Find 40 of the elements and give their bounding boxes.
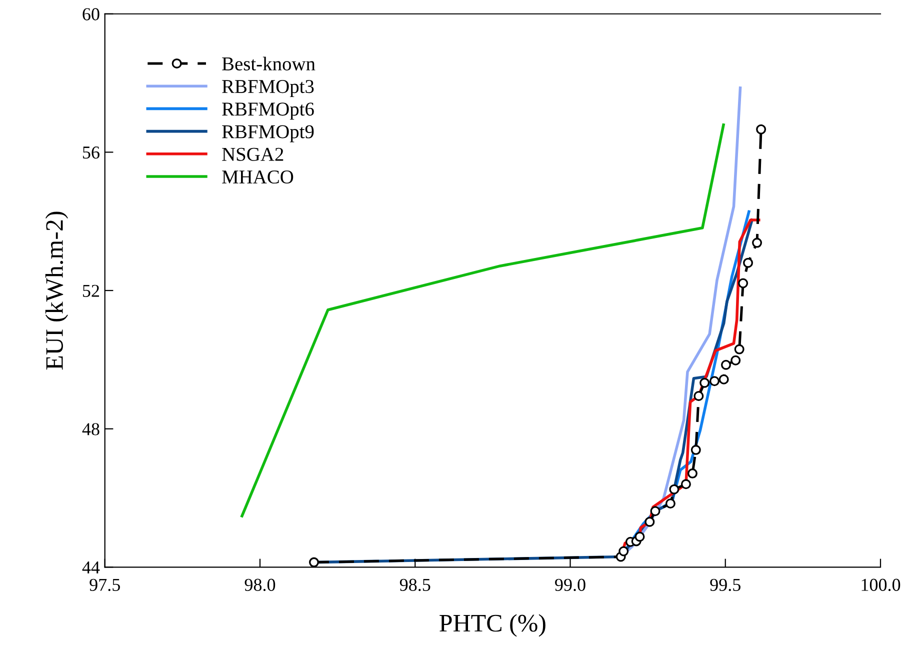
point [665,498,676,509]
point [720,360,731,370]
point [634,532,645,542]
y-tick-label: 56 [82,146,100,159]
point [700,378,710,388]
point [710,376,720,386]
y-tick-label: 52 [82,284,100,297]
point [738,278,748,288]
point [718,374,729,384]
point [308,557,319,568]
legend-label: RBFMOpt9 [222,125,314,142]
x-tick-label: 99.0 [555,578,586,592]
point [752,238,762,248]
x-tick-label: 100.0 [862,578,900,592]
legend-label: RBFMOpt6 [222,102,314,120]
point [644,516,655,527]
point [618,546,629,556]
legend-label: MHACO [222,170,294,184]
x-tick-label: 98.5 [400,578,430,592]
x-tick-label: 97.5 [90,578,120,592]
point [743,258,754,268]
x-axis-title: PHTC (%) [440,614,546,637]
x-tick-label: 99.5 [710,578,740,592]
point [730,355,741,366]
point [694,390,704,401]
point [650,506,660,516]
legend-label: RBFMOpt3 [222,80,314,98]
y-tick-label: 60 [82,8,100,20]
y-tick-label: 48 [82,423,100,436]
legend-label: NSGA2 [222,148,284,161]
y-tick-label: 44 [82,562,100,574]
legend-label: Best-known [222,56,316,70]
point [669,484,680,494]
y-axis-title: EUI (kWh.m-2) [45,212,68,370]
point [756,124,766,134]
point [690,444,701,455]
point [687,468,698,478]
point [680,479,691,490]
x-tick-label: 98.0 [244,578,276,592]
point [734,344,744,354]
